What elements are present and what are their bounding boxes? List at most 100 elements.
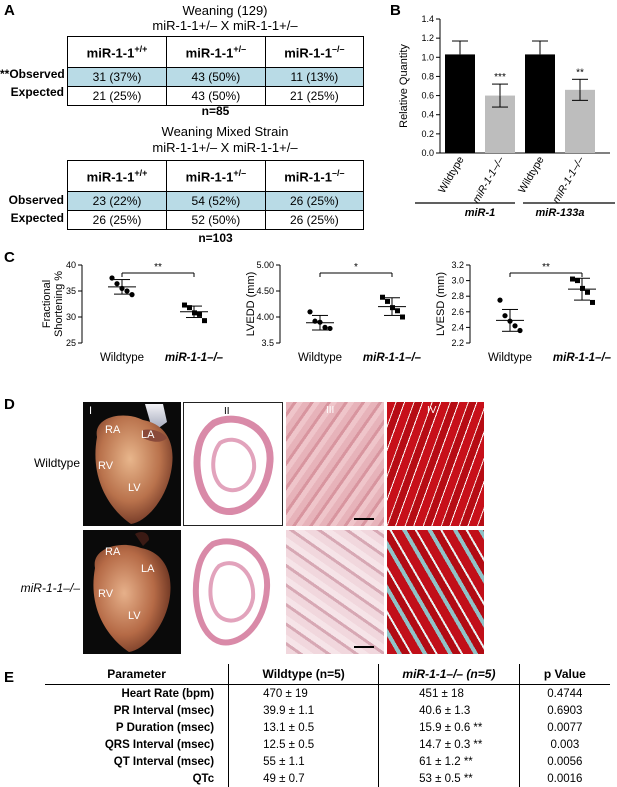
significance-mark: ** <box>542 262 550 273</box>
table2-header: miR-1-1+/+ <box>66 160 168 192</box>
data-point <box>590 299 595 305</box>
table2-observed-cell: 54 (52%) <box>166 191 266 211</box>
table2-expected-cell: 52 (50%) <box>166 210 266 230</box>
table1-observed-cell: 31 (37%) <box>66 67 168 87</box>
heart-wildtype-graphic <box>95 404 173 524</box>
ecg-header-knockout: miR-1-1–/– (n=5) <box>378 664 520 685</box>
bar <box>525 54 555 153</box>
table2-observed-label: Observed <box>8 193 64 207</box>
y-tick-label: 3.5 <box>261 338 274 348</box>
data-point <box>512 323 518 329</box>
table2-observed-cell: 23 (22%) <box>66 191 168 211</box>
table2-header: miR-1-1+/– <box>166 160 266 192</box>
ecg-param: QT Interval (msec) <box>113 755 215 768</box>
ecg-p: 0.0016 <box>518 770 610 787</box>
table1-observed-cell: 43 (50%) <box>166 67 266 87</box>
chart-c3: 2.2 2.4 2.6 2.8 3.0 3.2 LVESD (mm) Wildtype miR-… <box>435 260 612 364</box>
x-tick-label: Wildtype <box>516 154 547 195</box>
trichrome-wildtype: IV <box>387 402 484 526</box>
y-tick-label: 0.0 <box>421 148 434 158</box>
data-point <box>114 281 120 287</box>
y-tick-label: 4.50 <box>256 286 274 296</box>
col-label-II: II <box>224 406 230 417</box>
data-point <box>124 288 130 294</box>
data-point <box>307 309 313 315</box>
data-point <box>129 292 135 298</box>
significance-mark: ** <box>154 262 162 273</box>
data-point <box>327 325 333 332</box>
chart-c1: 25 30 35 40 Fractional Shortening % Wildtype mi… <box>41 260 224 364</box>
section-knockout <box>183 530 283 654</box>
genotype-table-1: miR-1-1+/+ miR-1-1+/– miR-1-1–/– 31 (37%… <box>66 36 365 106</box>
ecg-ko: 451 ± 18 <box>378 684 520 702</box>
table1-observed-cell: 11 (13%) <box>264 67 365 87</box>
ecg-wt: 470 ± 19 <box>228 684 379 702</box>
chart-b: 0.0 0.2 0.4 0.6 0.8 1.0 1.2 1.4 Relative Quantit… <box>398 14 615 219</box>
table2-expected-cell: 26 (25%) <box>66 210 168 230</box>
data-point <box>502 313 508 319</box>
heart-label-la: LA <box>141 429 155 441</box>
y-tick-label: 25 <box>66 338 76 348</box>
heart-photo-knockout: RA LA RV LV <box>83 530 181 654</box>
table2-observed-cell: 26 (25%) <box>264 191 365 211</box>
heart-knockout-graphic <box>93 532 171 652</box>
x-tick-label: Wildtype <box>100 352 144 364</box>
section-wildtype: II <box>183 402 283 526</box>
y-tick-label: 30 <box>66 312 76 322</box>
histology-knockout <box>286 530 384 654</box>
x-tick-label: miR-1-1–/– <box>553 352 612 364</box>
y-axis-label: Fractional <box>41 280 53 328</box>
heart-label-ra: RA <box>105 546 121 558</box>
table2-title: Weaning Mixed Strain <box>161 124 289 139</box>
group-label: miR-1 <box>465 207 496 219</box>
ecg-wt: 39.9 ± 1.1 <box>228 702 379 719</box>
y-axis-label: LVESD (mm) <box>435 272 447 336</box>
data-point <box>385 298 390 304</box>
ecg-p: 0.4744 <box>518 684 610 702</box>
ecg-ko: 61 ± 1.2 ** <box>378 753 520 770</box>
ecg-param: P Duration (msec) <box>115 721 215 734</box>
y-tick-label: 2.6 <box>451 307 464 317</box>
table-row: QTc 49 ± 0.7 53 ± 0.5 ** 0.0016 <box>45 770 610 787</box>
table1-observed-label: **Observed <box>0 67 65 81</box>
ecg-wt: 12.5 ± 0.5 <box>228 736 379 753</box>
col-label-III: III <box>326 405 335 416</box>
panel-letter-c: C <box>4 249 15 266</box>
table1-n: n=85 <box>201 104 230 118</box>
heart-label-lv: LV <box>128 610 141 622</box>
x-tick-label: miR-1-1–/– <box>550 154 586 205</box>
row-label-mir-1-1-ko: miR-1-1–/– <box>20 581 80 595</box>
ecg-p: 0.0077 <box>518 719 610 736</box>
table1-header: miR-1-1+/+ <box>66 36 168 68</box>
panel-letter-a: A <box>4 2 15 19</box>
table2-header: miR-1-1–/– <box>264 160 365 192</box>
ecg-p: 0.003 <box>518 736 610 753</box>
panel-letter-e: E <box>4 669 15 686</box>
y-tick-label: 0.8 <box>421 71 434 81</box>
group-label: miR-133a <box>536 207 585 219</box>
x-tick-label: Wildtype <box>488 352 532 364</box>
panel-letter-b: B <box>390 2 401 19</box>
data-point <box>585 289 590 295</box>
data-point <box>570 276 575 282</box>
heart-label-la: LA <box>141 563 155 575</box>
table-row: P Duration (msec) 13.1 ± 0.5 15.9 ± 0.6 … <box>45 719 610 736</box>
col-label-IV: IV <box>427 405 437 416</box>
y-tick-label: 2.4 <box>451 322 464 332</box>
data-point <box>575 278 580 284</box>
ecg-ko: 14.7 ± 0.3 ** <box>378 736 520 753</box>
table2-n: n=103 <box>198 231 233 245</box>
data-point <box>202 318 207 324</box>
significance-mark: ** <box>576 67 584 78</box>
data-point <box>187 305 192 311</box>
row-label-wildtype: Wildtype <box>33 456 80 470</box>
table1-expected-cell: 21 (25%) <box>264 86 365 106</box>
table2-expected-cell: 26 (25%) <box>264 210 365 230</box>
ecg-ko: 53 ± 0.5 ** <box>378 770 520 787</box>
data-point <box>182 302 187 308</box>
y-axis-label: LVEDD (mm) <box>245 272 257 337</box>
heart-label-rv: RV <box>98 460 114 472</box>
y-tick-label: 0.6 <box>421 91 434 101</box>
table2-cross: miR-1-1+/– X miR-1-1+/– <box>152 140 298 155</box>
y-tick-label: 3.0 <box>451 276 464 286</box>
